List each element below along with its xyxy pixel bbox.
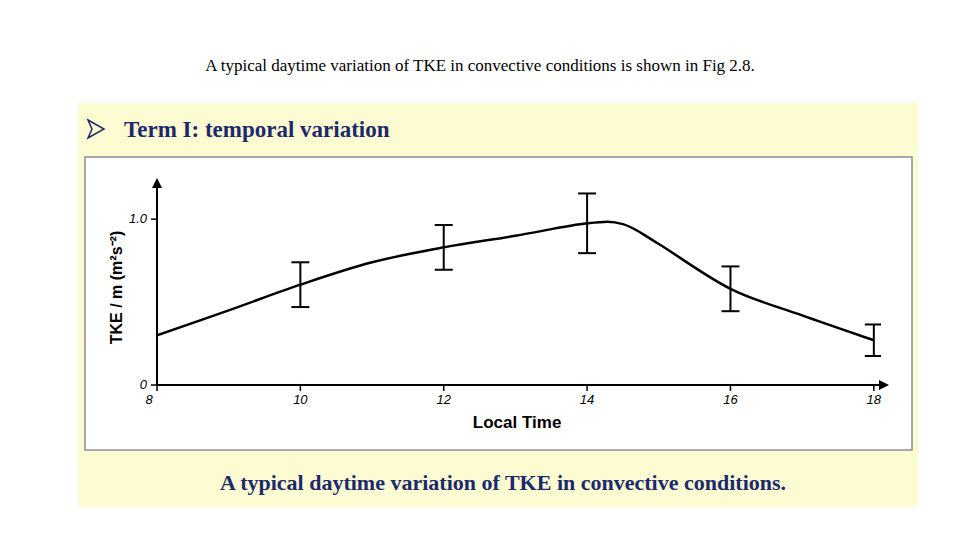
y-tick (151, 384, 157, 386)
x-axis-arrow (879, 380, 889, 390)
x-tick (156, 385, 158, 391)
x-axis (157, 384, 881, 386)
error-cap (721, 265, 739, 267)
error-stem (729, 266, 731, 311)
line (157, 222, 874, 341)
error-cap (578, 252, 596, 254)
x-tick-label: 12 (436, 392, 451, 407)
error-stem (586, 193, 588, 253)
chart-title: A typical daytime variation of TKE in co… (220, 470, 786, 495)
error-cap (291, 306, 309, 308)
x-tick-label: 10 (293, 392, 308, 407)
plot-box (85, 157, 912, 450)
y-tick-label: 0 (140, 377, 148, 392)
y-axis (156, 186, 158, 385)
error-cap (865, 323, 881, 325)
error-bar (435, 225, 453, 270)
y-axis-title: TKE / m (m²s⁻²) (108, 231, 125, 344)
y-tick (151, 218, 157, 220)
error-bar (865, 324, 881, 356)
bullet (88, 120, 104, 138)
error-stem (873, 324, 875, 356)
panel (78, 103, 918, 507)
error-stem (443, 225, 445, 270)
x-tick-label: 18 (867, 392, 882, 407)
x-tick (300, 385, 302, 391)
error-bar (578, 193, 596, 253)
x-tick (730, 385, 732, 391)
error-cap (435, 269, 453, 271)
data-group (157, 193, 881, 356)
error-bar (291, 262, 309, 307)
error-cap (291, 261, 309, 263)
error-cap (721, 310, 739, 312)
x-axis-title: Local Time (473, 413, 562, 432)
y-axis-arrow (152, 178, 162, 188)
y-tick-label: 1.0 (129, 211, 148, 226)
x-tick (443, 385, 445, 391)
heading: Term I: temporal variation (124, 117, 390, 142)
x-tick-label: 16 (723, 392, 738, 407)
error-bar (721, 266, 739, 311)
page: A typical daytime variation of TKE in co… (0, 0, 960, 540)
error-cap (578, 192, 596, 194)
x-tick (586, 385, 588, 391)
caption: A typical daytime variation of TKE in co… (205, 56, 755, 75)
error-cap (435, 224, 453, 226)
error-cap (865, 355, 881, 357)
error-stem (299, 262, 301, 307)
x-tick (873, 385, 875, 391)
x-tick-label: 14 (580, 392, 594, 407)
x-tick-label: 8 (145, 392, 153, 407)
